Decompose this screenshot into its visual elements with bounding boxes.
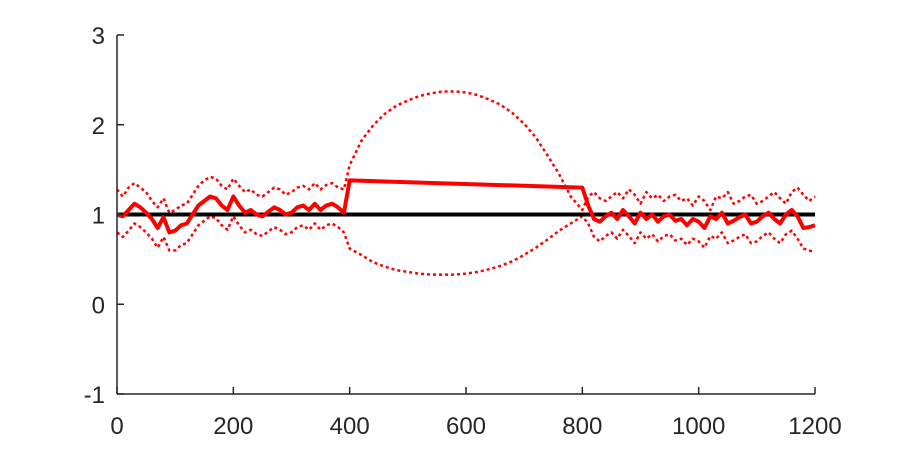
y-tick-label: 1 bbox=[92, 203, 105, 230]
x-tick-label: 0 bbox=[110, 413, 123, 440]
x-tick-label: 1200 bbox=[788, 413, 841, 440]
y-tick-label: 2 bbox=[92, 113, 105, 140]
x-tick-label: 800 bbox=[562, 413, 602, 440]
bound-line-2 bbox=[116, 90, 816, 214]
y-axis-ticks: -1 0 1 2 3 bbox=[84, 23, 124, 409]
y-tick-label: 0 bbox=[92, 292, 105, 319]
estimate-line-1 bbox=[116, 178, 816, 235]
x-tick-label: 200 bbox=[213, 413, 253, 440]
x-axis-ticks: 0 200 400 600 800 1000 1200 bbox=[110, 387, 842, 440]
x-tick-label: 1000 bbox=[672, 413, 725, 440]
y-tick-label: -1 bbox=[84, 382, 105, 409]
x-tick-label: 400 bbox=[330, 413, 370, 440]
y-tick-label: 3 bbox=[92, 23, 105, 50]
plot-series bbox=[116, 90, 816, 276]
x-tick-label: 600 bbox=[446, 413, 486, 440]
bound-line-3 bbox=[116, 215, 816, 276]
